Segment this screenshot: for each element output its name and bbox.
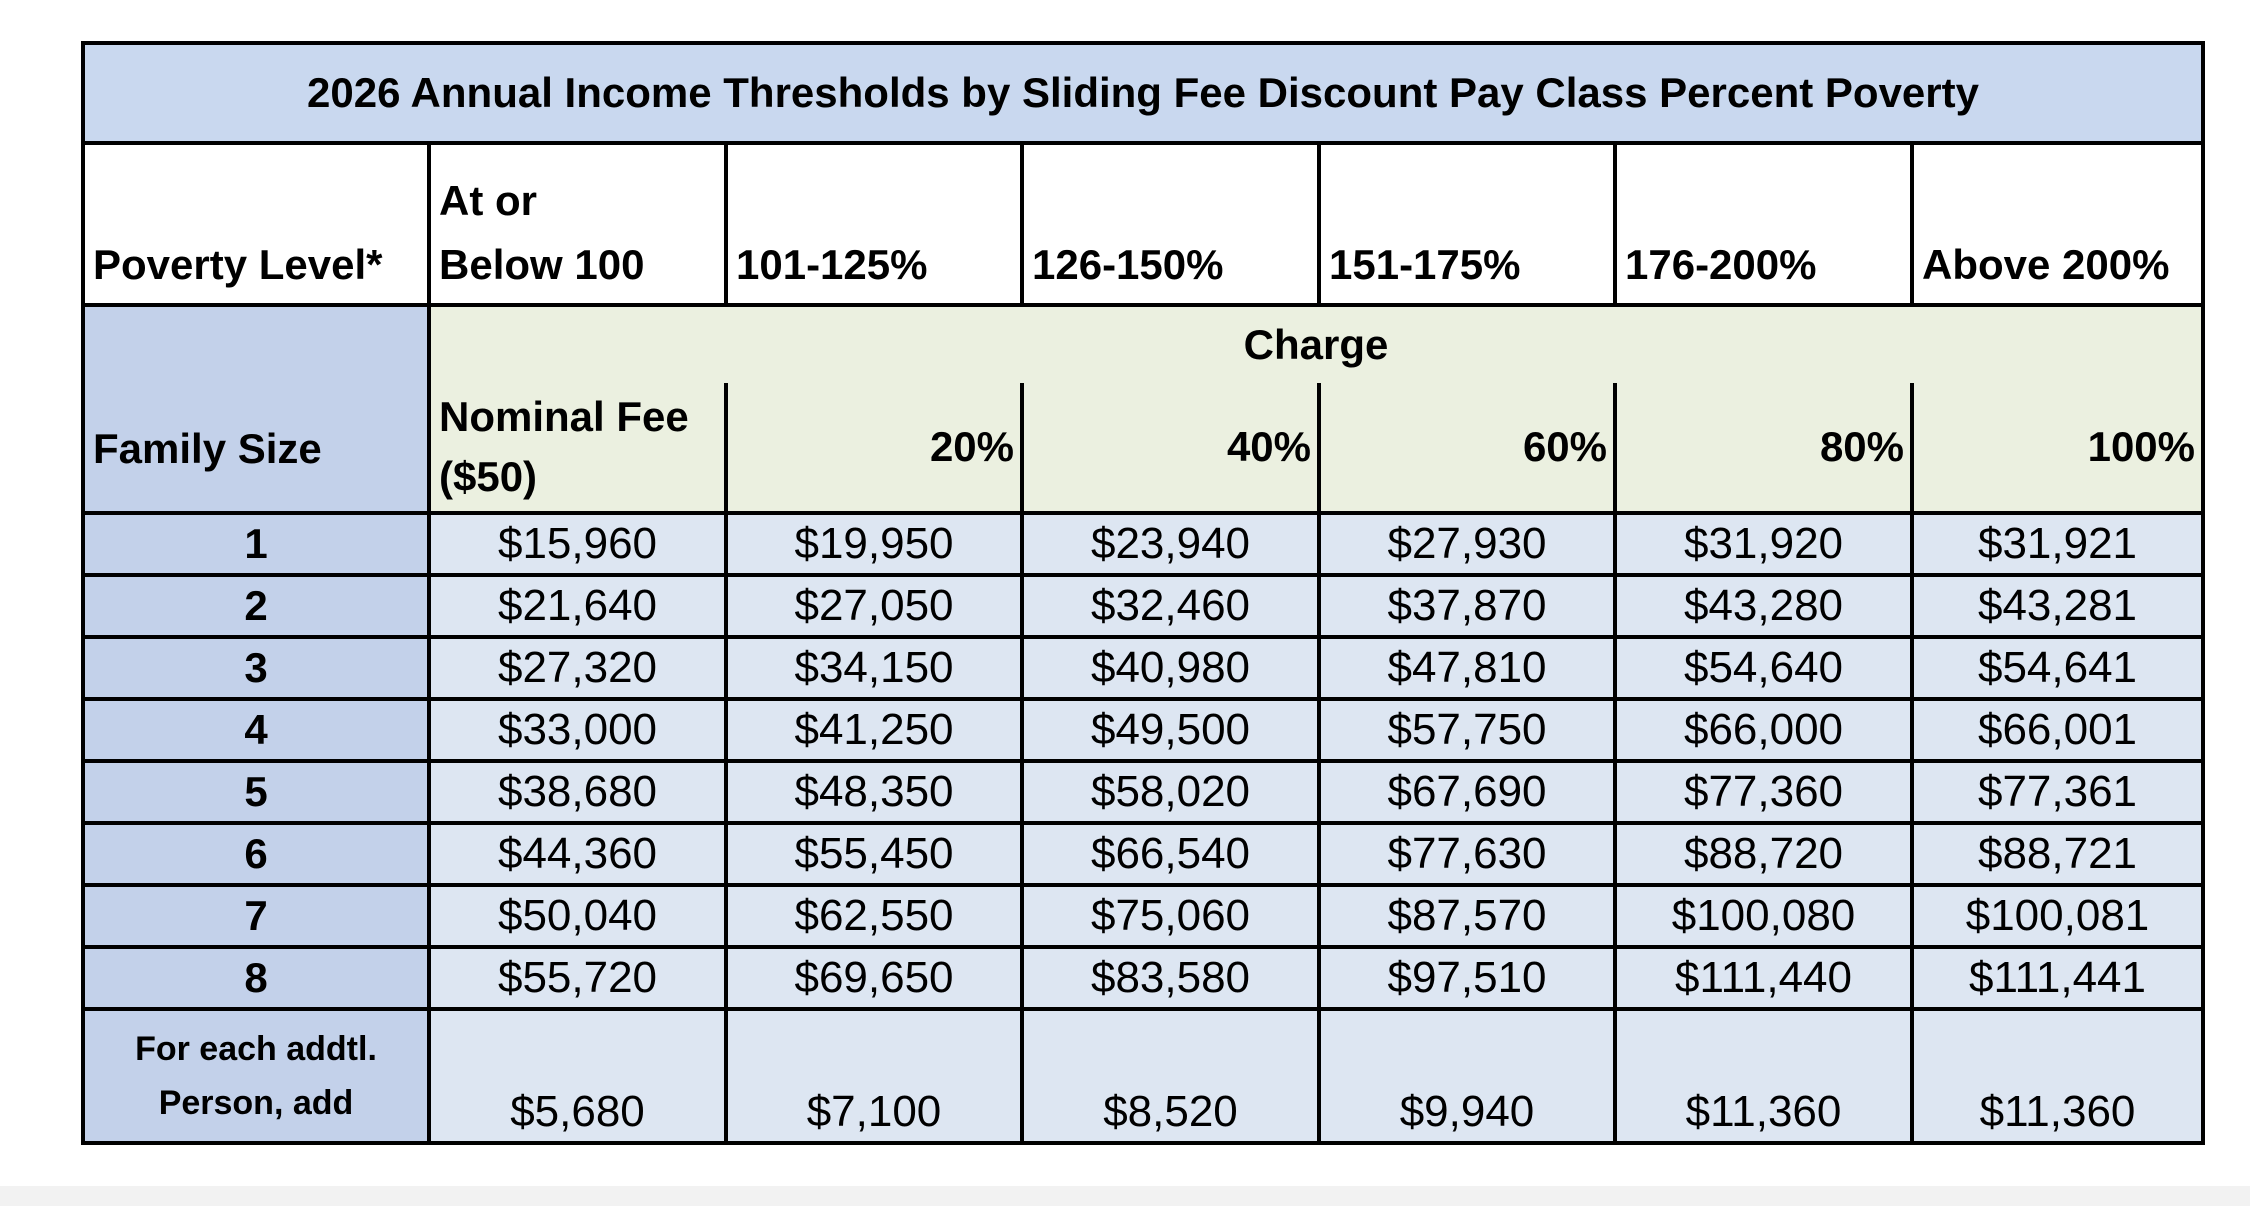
threshold-cell: $55,720: [427, 945, 728, 1011]
threshold-cell: $23,940: [1020, 511, 1321, 577]
charge-cell: 80%: [1613, 383, 1914, 515]
table-row: 6 $44,360 $55,450 $66,540 $77,630 $88,72…: [81, 821, 2206, 887]
family-size-cell: 5: [81, 759, 431, 825]
charge-cell: 20%: [724, 383, 1024, 515]
threshold-cell: $55,450: [724, 821, 1024, 887]
threshold-cell: $49,500: [1020, 697, 1321, 763]
threshold-cell: $66,000: [1613, 697, 1914, 763]
threshold-cell: $66,001: [1909, 697, 2206, 763]
threshold-cell: $37,870: [1317, 573, 1617, 639]
additional-person-text: For each addtl. Person, add: [135, 1030, 377, 1122]
threshold-cell: $34,150: [724, 635, 1024, 701]
additional-person-cell: $7,100: [724, 1007, 1024, 1145]
charge-title-row: Family Size Charge: [81, 303, 2206, 515]
threshold-cell: $83,580: [1020, 945, 1321, 1011]
charge-cell: 100%: [1909, 383, 2206, 515]
bottom-strip: [0, 1186, 2250, 1206]
poverty-level-header: 101-125%: [724, 141, 1024, 307]
charge-cell: 40%: [1020, 383, 1321, 515]
poverty-level-row: Poverty Level* At or Below 100 101-125% …: [81, 141, 2206, 307]
threshold-cell: $100,080: [1613, 883, 1914, 949]
threshold-cell: $43,280: [1613, 573, 1914, 639]
family-size-cell: 7: [81, 883, 431, 949]
table-title: 2026 Annual Income Thresholds by Sliding…: [80, 41, 2206, 145]
threshold-cell: $66,540: [1020, 821, 1321, 887]
threshold-cell: $31,920: [1613, 511, 1914, 577]
family-size-cell: 2: [81, 573, 431, 639]
threshold-cell: $54,640: [1613, 635, 1914, 701]
family-size-cell: 8: [81, 945, 431, 1011]
threshold-cell: $88,721: [1909, 821, 2206, 887]
additional-person-cell: $11,360: [1613, 1007, 1914, 1145]
threshold-cell: $31,921: [1909, 511, 2206, 577]
threshold-cell: $111,440: [1613, 945, 1914, 1011]
title-row: 2026 Annual Income Thresholds by Sliding…: [80, 41, 2206, 145]
poverty-level-header: At or Below 100: [427, 141, 728, 307]
charge-label: Charge: [426, 303, 2206, 383]
threshold-cell: $69,650: [724, 945, 1024, 1011]
threshold-cell: $100,081: [1909, 883, 2206, 949]
family-size-cell: 3: [81, 635, 431, 701]
poverty-level-text: At or Below 100: [439, 177, 645, 288]
threshold-cell: $33,000: [427, 697, 728, 763]
table-row: 2 $21,640 $27,050 $32,460 $37,870 $43,28…: [81, 573, 2206, 639]
threshold-cell: $41,250: [724, 697, 1024, 763]
threshold-cell: $44,360: [427, 821, 728, 887]
table-row: 5 $38,680 $48,350 $58,020 $67,690 $77,36…: [81, 759, 2206, 825]
table-row: 3 $27,320 $34,150 $40,980 $47,810 $54,64…: [81, 635, 2206, 701]
threshold-cell: $97,510: [1317, 945, 1617, 1011]
threshold-cell: $43,281: [1909, 573, 2206, 639]
poverty-level-header: Above 200%: [1909, 141, 2206, 307]
threshold-cell: $87,570: [1317, 883, 1617, 949]
family-size-cell: 6: [81, 821, 431, 887]
additional-person-cell: $9,940: [1317, 1007, 1617, 1145]
threshold-cell: $27,050: [724, 573, 1024, 639]
threshold-cell: $77,360: [1613, 759, 1914, 825]
table-row: 8 $55,720 $69,650 $83,580 $97,510 $111,4…: [81, 945, 2206, 1011]
additional-person-cell: $5,680: [427, 1007, 728, 1145]
table-row: 7 $50,040 $62,550 $75,060 $87,570 $100,0…: [81, 883, 2206, 949]
threshold-cell: $21,640: [427, 573, 728, 639]
threshold-cell: $62,550: [724, 883, 1024, 949]
threshold-cell: $27,930: [1317, 511, 1617, 577]
family-size-cell: 1: [81, 511, 431, 577]
threshold-cell: $88,720: [1613, 821, 1914, 887]
threshold-cell: $38,680: [427, 759, 728, 825]
table-row: 4 $33,000 $41,250 $49,500 $57,750 $66,00…: [81, 697, 2206, 763]
threshold-cell: $54,641: [1909, 635, 2206, 701]
family-size-cell: 4: [81, 697, 431, 763]
threshold-cell: $40,980: [1020, 635, 1321, 701]
threshold-cell: $77,361: [1909, 759, 2206, 825]
threshold-cell: $48,350: [724, 759, 1024, 825]
additional-person-cell: $11,360: [1909, 1007, 2206, 1145]
income-threshold-table: 2026 Annual Income Thresholds by Sliding…: [80, 41, 2206, 1145]
threshold-cell: $77,630: [1317, 821, 1617, 887]
charge-cell: Nominal Fee ($50): [427, 383, 728, 515]
table-row: 1 $15,960 $19,950 $23,940 $27,930 $31,92…: [81, 511, 2206, 577]
poverty-level-label: Poverty Level*: [81, 141, 431, 307]
threshold-cell: $57,750: [1317, 697, 1617, 763]
threshold-cell: $15,960: [427, 511, 728, 577]
threshold-cell: $67,690: [1317, 759, 1617, 825]
poverty-level-header: 126-150%: [1020, 141, 1321, 307]
threshold-cell: $111,441: [1909, 945, 2206, 1011]
threshold-cell: $50,040: [427, 883, 728, 949]
additional-person-label: For each addtl. Person, add: [81, 1007, 431, 1145]
charge-text: Nominal Fee ($50): [439, 393, 689, 500]
threshold-cell: $75,060: [1020, 883, 1321, 949]
poverty-level-header: 151-175%: [1317, 141, 1617, 307]
poverty-level-header: 176-200%: [1613, 141, 1914, 307]
threshold-cell: $47,810: [1317, 635, 1617, 701]
family-size-label: Family Size: [81, 303, 431, 515]
charge-cell: 60%: [1317, 383, 1617, 515]
additional-person-row: For each addtl. Person, add $5,680 $7,10…: [81, 1007, 2206, 1145]
threshold-cell: $27,320: [427, 635, 728, 701]
threshold-cell: $19,950: [724, 511, 1024, 577]
additional-person-cell: $8,520: [1020, 1007, 1321, 1145]
threshold-cell: $32,460: [1020, 573, 1321, 639]
threshold-cell: $58,020: [1020, 759, 1321, 825]
charge-row: Nominal Fee ($50) 20% 40% 60% 80% 100%: [83, 383, 2206, 515]
